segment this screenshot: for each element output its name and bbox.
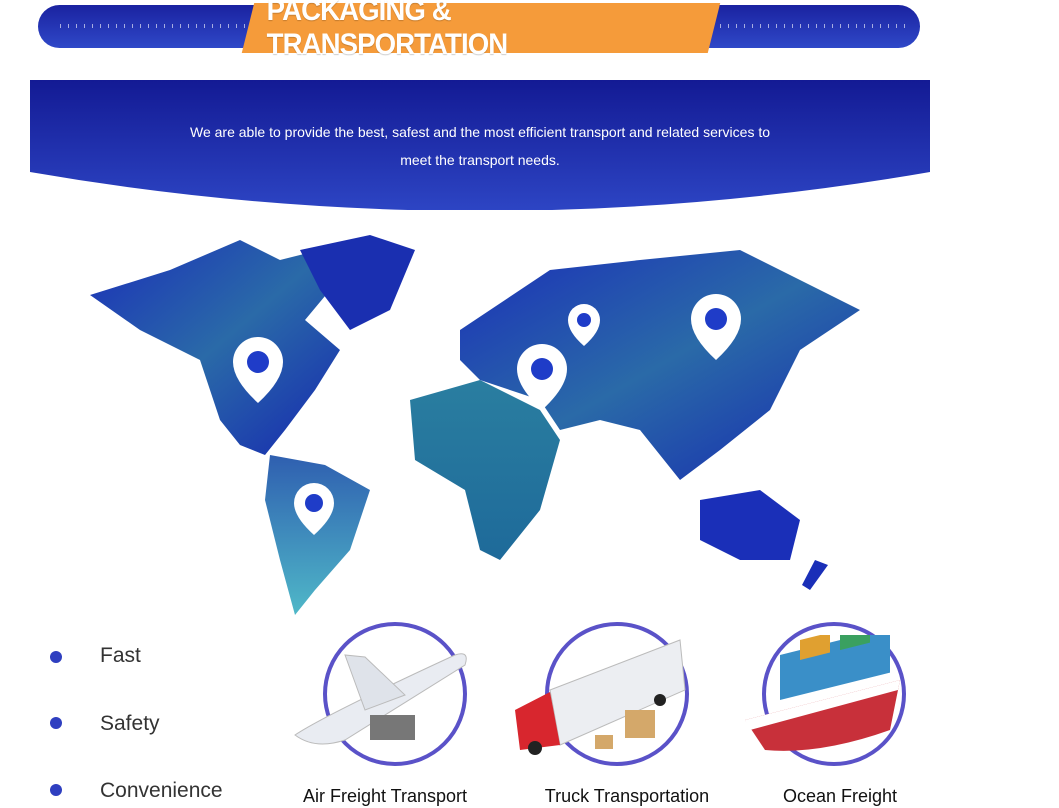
banner-line: meet the transport needs. <box>400 152 560 168</box>
location-pin-icon <box>568 304 600 346</box>
north-america <box>90 240 340 455</box>
page-title: PACKAGING & TRANSPORTATION <box>266 0 509 61</box>
world-map <box>90 235 860 615</box>
africa <box>410 380 560 560</box>
location-pin-icon <box>294 483 334 535</box>
airplane-icon <box>294 653 467 745</box>
location-pin-icon <box>517 344 567 410</box>
bullet-icon <box>50 784 62 796</box>
bullet-icon <box>50 717 62 729</box>
south-america <box>265 455 370 615</box>
greenland <box>300 235 415 330</box>
service-label: Truck Transportation <box>544 786 710 806</box>
feature-label: Convenience <box>100 779 223 802</box>
new-zealand <box>802 560 828 590</box>
banner-line: We are able to provide the best, safest … <box>189 124 771 140</box>
bullet-icon <box>50 651 62 663</box>
location-pin-icon <box>691 294 741 360</box>
australia <box>700 490 800 560</box>
header-decoration <box>60 24 245 28</box>
feature-label: Fast <box>100 644 141 667</box>
banner-text: We are able to provide the best, safest … <box>30 118 930 174</box>
service-label: Air Freight Transport <box>302 786 468 806</box>
banner <box>30 80 930 210</box>
truck-icon <box>515 639 686 755</box>
header-decoration <box>720 24 905 28</box>
cargo-ship-icon <box>745 635 900 751</box>
eurasia <box>460 250 860 480</box>
feature-label: Safety <box>100 712 160 735</box>
service-label: Ocean Freight <box>782 786 898 806</box>
location-pin-icon <box>233 337 283 403</box>
